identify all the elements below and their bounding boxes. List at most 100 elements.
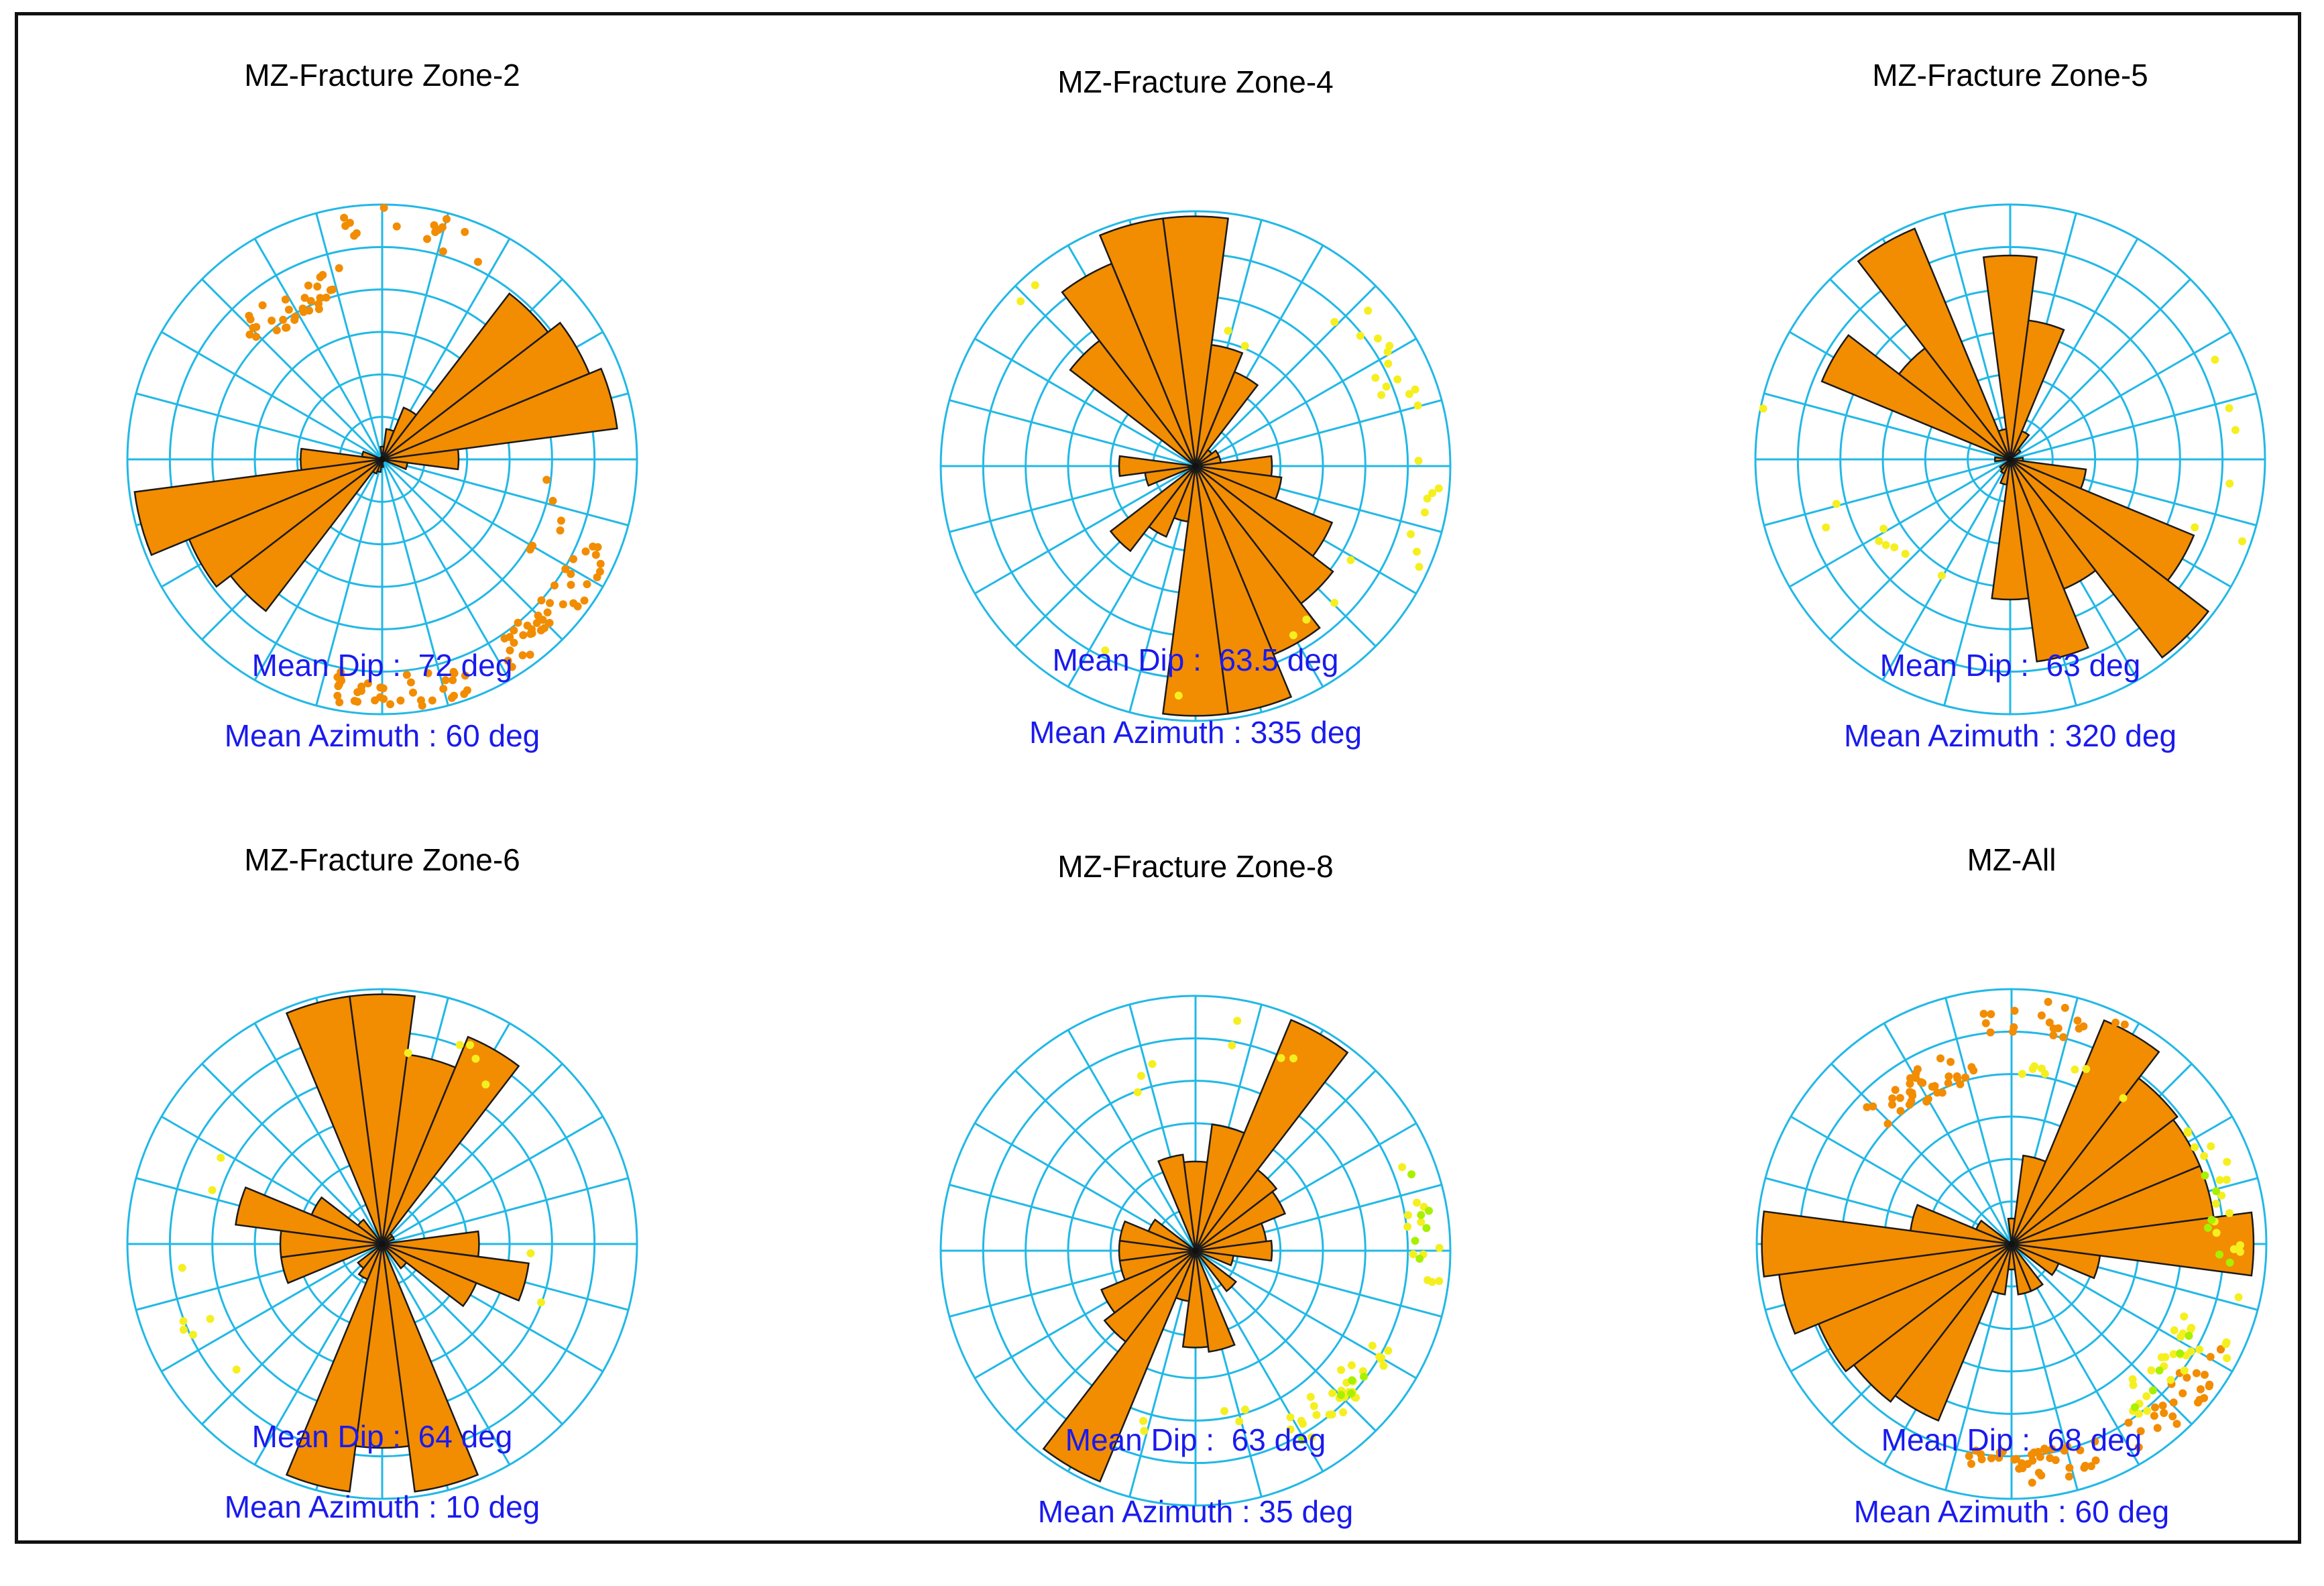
rose-diagram (1754, 203, 2266, 716)
mean-azimuth-label: Mean Azimuth : 10 deg (224, 1489, 540, 1524)
pole-point (526, 545, 534, 554)
rose-petal (357, 1219, 383, 1245)
pole-point (1384, 359, 1393, 368)
pole-point (595, 567, 604, 576)
rose-petal (1997, 428, 2012, 460)
rose-petal (1161, 465, 1230, 717)
pole-point (1233, 1017, 1242, 1025)
pole-point (2160, 1409, 2168, 1417)
pole-point (2037, 1471, 2046, 1480)
pole-point (1371, 374, 1380, 382)
pole-point (2187, 1324, 2196, 1332)
panel-title: MZ-Fracture Zone-8 (1057, 849, 1334, 884)
pole-point (1379, 1361, 1388, 1370)
panel-title: MZ-Fracture Zone-6 (244, 842, 520, 877)
pole-point (1148, 1060, 1157, 1068)
rose-petal (382, 1235, 396, 1245)
pole-point (268, 317, 276, 325)
grid-spoke (1195, 399, 1442, 467)
pole-point (2040, 1070, 2049, 1078)
pole-point (1407, 1170, 1415, 1179)
pole-point (1137, 1072, 1145, 1080)
pole-point (2201, 1371, 2209, 1379)
pole-point (284, 305, 293, 314)
pole-point (1140, 1426, 1149, 1435)
pole-point (406, 678, 415, 687)
pole-point (473, 258, 482, 266)
pole-point (559, 600, 567, 609)
pole-point (2119, 1094, 2128, 1102)
pole-point (357, 682, 366, 691)
rose-panel-all: MZ-All Mean Dip : 68 deg Mean Azimuth : … (1643, 842, 2324, 1579)
pole-point (335, 264, 343, 272)
pole-point (1986, 1028, 1995, 1037)
pole-point (1336, 1391, 1345, 1400)
pole-point (2211, 355, 2219, 364)
pole-point (567, 581, 575, 589)
pole-point (1832, 500, 1841, 508)
pole-point (1384, 1347, 1393, 1355)
pole-point (2178, 1389, 2187, 1398)
pole-point (2136, 1427, 2145, 1436)
grid-spoke (382, 458, 629, 526)
pole-point (1979, 1009, 1988, 1018)
pole-point (1133, 1088, 1142, 1096)
pole-point (2091, 1437, 2099, 1446)
pole-point (290, 316, 299, 324)
pole-point (2236, 1247, 2245, 1256)
center-point (379, 456, 386, 463)
pole-point (2153, 1424, 2162, 1432)
pole-point (1101, 646, 1110, 655)
rose-petal (1147, 1218, 1196, 1252)
pole-point (2207, 1216, 2216, 1224)
pole-point (1413, 1198, 1421, 1207)
pole-point (206, 1314, 215, 1323)
pole-point (179, 1317, 188, 1326)
pole-point (1759, 404, 1767, 413)
pole-point (2225, 404, 2233, 412)
rose-petal (382, 1243, 408, 1269)
pole-point (1235, 1417, 1244, 1426)
rose-panel-zone-2: MZ-Fracture Zone-2 Mean Dip : 72 deg Mea… (13, 57, 751, 795)
pole-point (282, 323, 291, 332)
pole-point (232, 1365, 241, 1374)
rose-panel-zone-5: MZ-Fracture Zone-5 Mean Dip : 63 deg Mea… (1641, 57, 2324, 795)
pole-point (1330, 599, 1339, 607)
rose-petal (361, 450, 383, 461)
pole-point (2217, 1191, 2226, 1200)
pole-point (371, 696, 380, 705)
pole-point (2229, 1245, 2238, 1253)
pole-point (534, 612, 542, 620)
pole-point (2222, 1176, 2231, 1184)
grid-spoke (1789, 458, 2011, 588)
pole-point (322, 293, 331, 302)
pole-point (1385, 341, 1394, 350)
rose-petal (381, 1035, 520, 1245)
pole-point (2045, 1018, 2054, 1027)
pole-point (1417, 1218, 1426, 1227)
pole-point (2170, 1326, 2178, 1335)
pole-point (424, 669, 432, 677)
pole-point (2185, 1332, 2193, 1340)
pole-point (1961, 1073, 1970, 1082)
pole-point (540, 624, 548, 632)
pole-point (2200, 1151, 2209, 1160)
pole-point (2207, 1142, 2215, 1151)
pole-point (460, 689, 469, 698)
pole-point (409, 688, 417, 697)
pole-point (2044, 998, 2052, 1006)
pole-point (519, 631, 528, 640)
pole-point (1881, 541, 1890, 549)
pole-point (2203, 1223, 2212, 1232)
rose-petal (1181, 1250, 1210, 1349)
grid-spoke (1883, 1023, 2013, 1245)
pole-point (279, 315, 288, 324)
pole-point (1944, 1079, 1953, 1088)
pole-point (188, 1330, 197, 1339)
pole-point (2028, 1478, 2036, 1487)
pole-point (1907, 1097, 1916, 1106)
pole-point (546, 599, 555, 608)
mean-dip-label: Mean Dip : 63.5 deg (1052, 642, 1339, 677)
pole-point (1415, 1255, 1424, 1263)
pole-point (2040, 1445, 2049, 1453)
